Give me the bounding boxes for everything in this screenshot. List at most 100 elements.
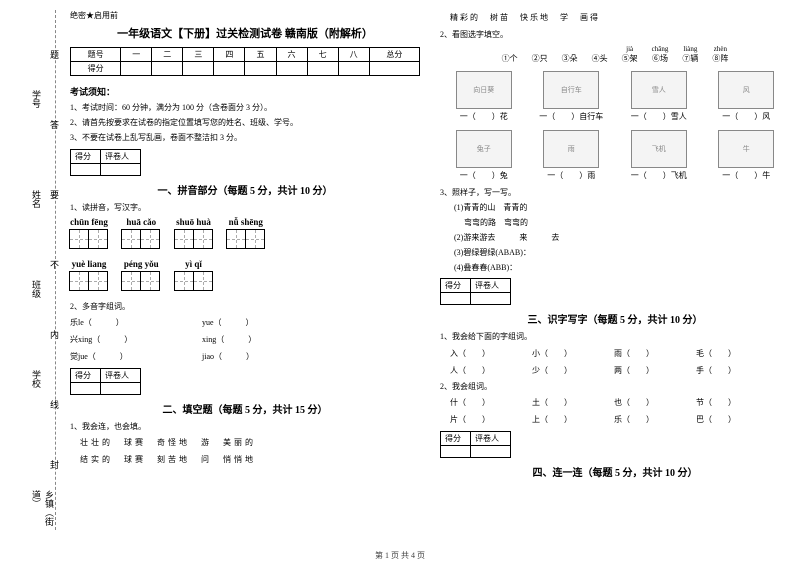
option: ③朵 <box>562 53 578 64</box>
pinyin-text: chūn fēng <box>70 217 108 227</box>
char-row: 什（ ） 土（ ） 也（ ） 节（ ） <box>450 397 790 408</box>
image-snowman: 雪人 <box>631 71 687 109</box>
page-content: 绝密★启用前 一年级语文【下册】过关检测试卷 赣南版（附解析） 题号 一 二 三… <box>70 10 790 535</box>
poly-row: 乐le（ ） yue（ ） <box>70 317 420 328</box>
image-sunflower: 向日葵 <box>456 71 512 109</box>
image-bicycle: 自行车 <box>543 71 599 109</box>
q2-2: 2、看图选字填空。 <box>440 29 790 40</box>
seal-char: 内 <box>48 330 61 343</box>
img-label: 一（ ）牛 <box>711 170 781 181</box>
scorebox-marker: 评卷人 <box>471 279 511 293</box>
char-cell: 小（ ） <box>532 348 612 359</box>
scorebox-score: 得分 <box>441 279 471 293</box>
tianzi-grid <box>227 229 265 249</box>
score-table: 题号 一 二 三 四 五 六 七 八 总分 得分 <box>70 47 420 76</box>
seal-char: 答 <box>48 120 61 133</box>
option: liàng⑦辆 <box>682 45 698 64</box>
th: 七 <box>307 48 338 62</box>
th: 四 <box>214 48 245 62</box>
sample-line: 弯弯的路 弯弯的 <box>454 217 790 228</box>
seal-char: 不 <box>48 260 61 273</box>
image-wind: 风 <box>718 71 774 109</box>
scorebox-marker: 评卷人 <box>101 368 141 382</box>
char-cell: 入（ ） <box>450 348 530 359</box>
tianzi-grid <box>70 271 108 291</box>
score-box: 得分 评卷人 <box>440 278 790 305</box>
section-2-title: 二、填空题（每题 5 分，共计 15 分） <box>70 401 420 416</box>
secret-label: 绝密★启用前 <box>70 10 420 21</box>
scorebox-score: 得分 <box>71 149 101 163</box>
poly-b: xing（ ） <box>202 334 332 345</box>
sample-line: (1)青青的山 青青的 <box>454 202 790 213</box>
pinyin-text: huā cǎo <box>122 217 160 227</box>
seal-char: 要 <box>48 190 61 203</box>
sample-line: (3)碧绿碧绿(ABAB)： <box>454 247 790 258</box>
fill-line: 结实的 球赛 刻苦地 问 悄悄地 <box>80 454 420 465</box>
notice-item: 3、不要在试卷上乱写乱画，卷面不整洁扣 3 分。 <box>70 132 420 143</box>
char-cell: 手（ ） <box>696 365 776 376</box>
pinyin-group: yuè liang <box>70 259 108 293</box>
image-rabbit: 兔子 <box>456 130 512 168</box>
poly-a: 兴xing（ ） <box>70 334 200 345</box>
pinyin-text: péng yǒu <box>122 259 160 269</box>
char-cell: 雨（ ） <box>614 348 694 359</box>
scorebox-marker: 评卷人 <box>471 431 511 445</box>
pinyin-group: huā cǎo <box>122 217 160 251</box>
image-row-2: 兔子 雨 飞机 牛 <box>440 130 790 168</box>
char-cell: 土（ ） <box>532 397 612 408</box>
char-cell: 人（ ） <box>450 365 530 376</box>
image-airplane: 飞机 <box>631 130 687 168</box>
char-cell: 乐（ ） <box>614 414 694 425</box>
top-words: 精彩的 树苗 快乐地 学 画得 <box>450 12 790 23</box>
table-row: 题号 一 二 三 四 五 六 七 八 总分 <box>71 48 420 62</box>
sidebar-label-township: 乡镇（街道） <box>30 490 56 535</box>
label-row-1: 一（ ）花 一（ ）自行车 一（ ）雪人 一（ ）风 <box>440 111 790 122</box>
pinyin-text: yuè liang <box>70 259 108 269</box>
scorebox-marker: 评卷人 <box>101 149 141 163</box>
options-row: ①个 ②只 ③朵 ④头 jià⑤架 chǎng⑥场 liàng⑦辆 zhèn⑧阵 <box>440 45 790 64</box>
scorebox-score: 得分 <box>71 368 101 382</box>
sample-line: (2)游来游去 来 去 <box>454 232 790 243</box>
poly-b: yue（ ） <box>202 317 332 328</box>
image-row-1: 向日葵 自行车 雪人 风 <box>440 71 790 109</box>
pinyin-group: nǚ shēng <box>227 217 265 251</box>
th: 总分 <box>369 48 419 62</box>
th: 八 <box>338 48 369 62</box>
char-cell: 也（ ） <box>614 397 694 408</box>
pinyin-group: péng yǒu <box>122 259 160 293</box>
section-1-title: 一、拼音部分（每题 5 分，共计 10 分） <box>70 182 420 197</box>
tianzi-grid <box>122 271 160 291</box>
char-row: 片（ ） 上（ ） 乐（ ） 巴（ ） <box>450 414 790 425</box>
img-label: 一（ ）花 <box>449 111 519 122</box>
q1-1: 1、读拼音，写汉字。 <box>70 202 420 213</box>
tianzi-grid <box>175 271 213 291</box>
poly-a: 觉jue（ ） <box>70 351 200 362</box>
pinyin-text: nǚ shēng <box>227 217 265 227</box>
option: ④头 <box>592 53 608 64</box>
pinyin-row-1: chūn fēng huā cǎo shuō huà nǚ shēng <box>70 217 420 251</box>
sidebar-label-id: 学号 <box>30 90 43 108</box>
binding-strip: 乡镇（街道） 学校 班级 姓名 学号 封 线 内 不 要 答 题 <box>0 0 60 535</box>
pinyin-group: shuō huà <box>175 217 213 251</box>
q2-3: 3、照样子，写一写。 <box>440 187 790 198</box>
notice-heading: 考试须知： <box>70 85 420 98</box>
char-cell: 巴（ ） <box>696 414 776 425</box>
option: ①个 <box>502 53 518 64</box>
char-cell: 少（ ） <box>532 365 612 376</box>
img-label: 一（ ）雨 <box>536 170 606 181</box>
img-label: 一（ ）风 <box>711 111 781 122</box>
img-label: 一（ ）兔 <box>449 170 519 181</box>
seal-char: 题 <box>48 50 61 63</box>
sample-line: (4)叠春春(ABB)： <box>454 262 790 273</box>
img-label: 一（ ）雪人 <box>624 111 694 122</box>
pinyin-text: shuō huà <box>175 217 213 227</box>
tianzi-grid <box>70 229 108 249</box>
char-cell: 上（ ） <box>532 414 612 425</box>
td: 得分 <box>71 62 121 76</box>
score-box: 得分 评卷人 <box>70 368 420 395</box>
paper-title: 一年级语文【下册】过关检测试卷 赣南版（附解析） <box>70 25 420 41</box>
pinyin-group: chūn fēng <box>70 217 108 251</box>
th: 二 <box>152 48 183 62</box>
th: 六 <box>276 48 307 62</box>
pinyin-text: yì qǐ <box>175 259 213 269</box>
